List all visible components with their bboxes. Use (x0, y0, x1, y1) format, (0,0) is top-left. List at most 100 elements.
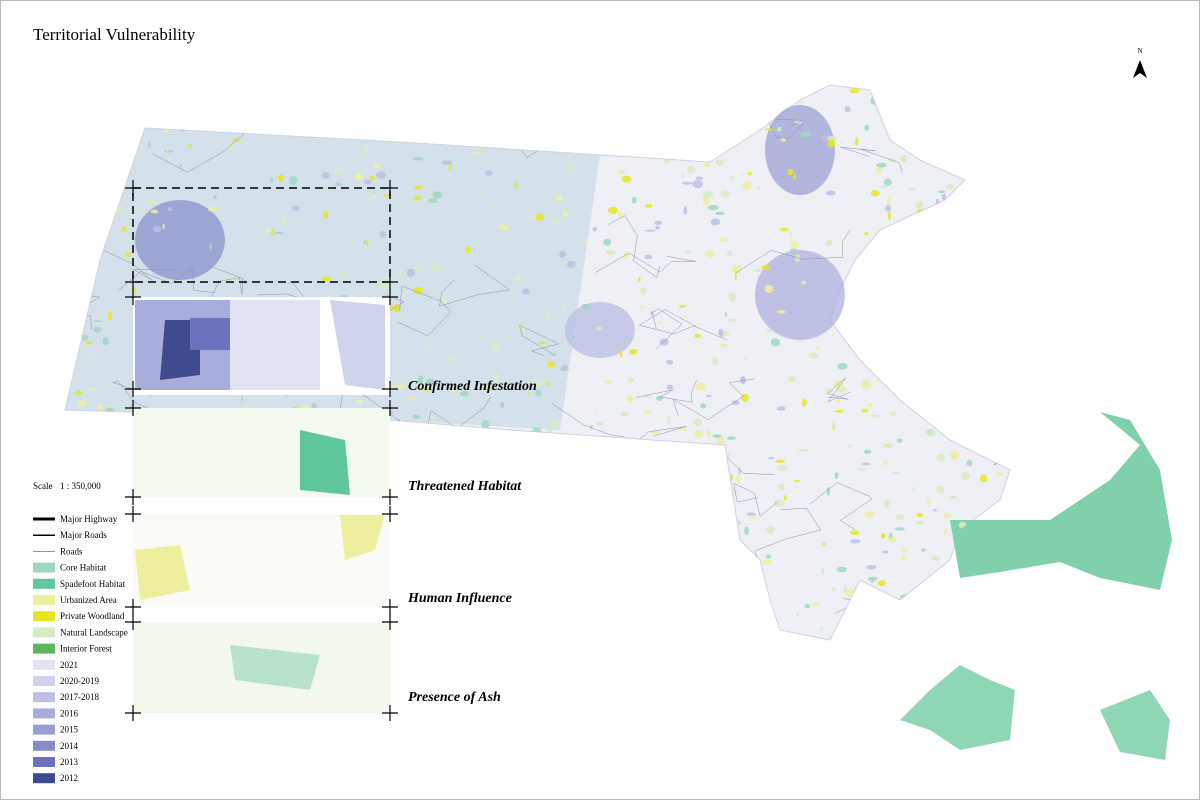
panel-shape (230, 645, 320, 690)
land-patch (166, 145, 170, 153)
land-patch (835, 409, 844, 413)
land-patch (560, 368, 565, 371)
crosshair (382, 489, 398, 505)
crosshair (125, 400, 141, 416)
land-patch (710, 218, 721, 226)
land-patch (130, 404, 133, 407)
land-patch (744, 357, 747, 361)
land-patch (369, 175, 375, 181)
land-patch (621, 175, 632, 183)
land-patch (844, 586, 847, 594)
land-patch (426, 342, 435, 347)
land-patch (213, 194, 217, 200)
land-patch (831, 586, 836, 591)
land-patch (363, 146, 370, 153)
land-patch (500, 401, 505, 408)
land-patch (333, 168, 345, 174)
land-patch (681, 173, 685, 179)
land-patch (522, 288, 530, 295)
land-patch (383, 194, 392, 197)
land-patch (768, 457, 776, 460)
road (734, 230, 850, 274)
land-patch (643, 410, 654, 414)
land-patch (844, 106, 851, 113)
land-patch (291, 205, 300, 212)
land-patch (700, 403, 707, 409)
land-patch (824, 388, 834, 394)
land-patch (514, 181, 518, 190)
land-patch (87, 387, 98, 390)
land-patch (777, 126, 782, 132)
crosshair (382, 180, 398, 196)
land-patch (497, 224, 501, 232)
panel-label: Presence of Ash (408, 690, 501, 705)
land-patch (801, 398, 807, 407)
land-patch (465, 246, 472, 254)
crosshair (125, 705, 141, 721)
land-patch (458, 258, 469, 262)
land-patch (552, 220, 562, 224)
land-patch (288, 176, 298, 186)
land-patch (720, 343, 728, 348)
road (754, 507, 822, 560)
island (900, 665, 1015, 750)
land-patch (717, 436, 725, 445)
land-patch (627, 376, 634, 383)
land-patch (656, 395, 663, 401)
land-patch (498, 224, 508, 230)
legend-label: 2012 (60, 773, 78, 783)
land-patch (654, 220, 663, 226)
land-patch (341, 271, 348, 276)
land-patch (867, 576, 878, 582)
road (636, 380, 697, 403)
land-patch (848, 444, 852, 448)
land-patch (532, 380, 542, 388)
land-patch (617, 212, 623, 219)
land-patch (413, 196, 422, 201)
land-patch (926, 497, 931, 506)
road (92, 245, 176, 281)
land-patch (880, 532, 886, 539)
scale-label: Scale (33, 481, 53, 491)
panel-shape (340, 515, 385, 560)
crosshair (382, 705, 398, 721)
land-patch (265, 229, 271, 234)
land-patch (887, 211, 892, 220)
land-patch (783, 495, 787, 501)
land-patch (85, 341, 93, 345)
land-patch (747, 171, 752, 176)
land-patch (413, 185, 423, 190)
road (439, 265, 510, 307)
infestation-area (765, 105, 835, 195)
land-patch (353, 173, 364, 181)
land-patch (827, 139, 836, 148)
road (205, 265, 243, 306)
crosshair (382, 274, 398, 290)
road (397, 285, 452, 337)
land-patch (179, 164, 182, 170)
panel-label: Confirmed Infestation (408, 379, 537, 394)
land-patch (550, 420, 559, 428)
land-patch (481, 420, 490, 430)
land-patch (441, 160, 453, 165)
land-patch (153, 225, 162, 233)
land-patch (590, 424, 593, 430)
land-patch (877, 580, 887, 587)
legend-swatch (33, 773, 55, 784)
land-patch (494, 372, 498, 381)
land-patch (744, 526, 750, 536)
land-patch (462, 366, 466, 373)
land-patch (863, 449, 872, 454)
road (118, 268, 216, 294)
land-patch (920, 548, 926, 552)
land-patch (881, 550, 889, 554)
land-patch (535, 213, 544, 221)
land-patch (561, 304, 567, 311)
land-patch (942, 512, 952, 518)
legend-swatch (33, 692, 55, 703)
land-patch (719, 237, 728, 242)
land-patch (270, 228, 275, 237)
land-patch (787, 376, 796, 382)
land-patch (74, 390, 83, 395)
land-patch (163, 129, 168, 134)
